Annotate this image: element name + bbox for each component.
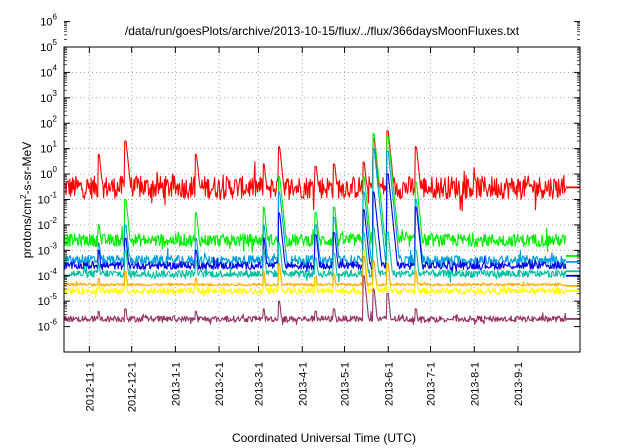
series-line-1: [63, 130, 567, 212]
y-tick-label: 101: [40, 140, 57, 156]
y-tick-label: 10-1: [38, 191, 58, 207]
x-axis-label: Coordinated Universal Time (UTC): [232, 431, 416, 445]
x-tick-label: 2013-4-1: [297, 362, 309, 406]
x-tick-label: 2012-11-1: [84, 362, 96, 411]
axes: [63, 21, 581, 353]
series-line-8: [63, 275, 567, 326]
series-line-2: [63, 132, 567, 254]
y-axis-label-sup: 2: [19, 194, 28, 199]
x-tick-labels: 2012-11-1 2012-12-1 2013-1-1 2013-2-1 2013-3…: [84, 362, 525, 412]
y-axis-label: protons/cm2-s-sr-MeV: [19, 142, 34, 258]
chart-title: /data/run/goesPlots/archive/2013-10-15/f…: [125, 24, 520, 38]
y-tick-labels: 10-6 10-5 10-4 10-3 10-2 10-1 100 101 102 103 104 1…: [38, 13, 58, 334]
x-tick-label: 2013-7-1: [426, 362, 438, 406]
y-tick-label: 10-5: [38, 292, 58, 308]
x-tick-label: 2012-12-1: [127, 362, 139, 412]
y-tick-label: 104: [40, 63, 57, 79]
series-line-3: [63, 148, 566, 272]
y-tick-label: 10-4: [38, 267, 58, 283]
y-tick-label: 103: [40, 89, 57, 105]
series-line-7: [63, 255, 567, 288]
grid: [64, 46, 580, 352]
y-tick-label: 106: [40, 13, 57, 29]
plot-frame: [63, 46, 581, 353]
x-tick-label: 2013-5-1: [340, 362, 352, 406]
x-tick-label: 2013-6-1: [383, 362, 395, 406]
x-tick-label: 2013-9-1: [513, 362, 525, 406]
series-group: [63, 130, 580, 326]
x-tick-label: 2013-8-1: [469, 362, 481, 406]
y-tick-label: 102: [40, 114, 57, 130]
y-tick-label: 100: [40, 165, 57, 181]
x-tick-label: 2013-1-1: [170, 362, 182, 406]
series-line-4: [63, 173, 567, 274]
series-line-5: [63, 226, 567, 283]
y-tick-label: 10-3: [38, 241, 58, 257]
y-tick-label: 10-6: [38, 318, 58, 334]
y-tick-label: 10-2: [38, 216, 58, 232]
x-tick-label: 2013-3-1: [254, 362, 266, 406]
y-axis-label-pre: protons/cm: [20, 199, 34, 258]
x-tick-label: 2013-2-1: [214, 362, 226, 406]
y-axis-label-post: -s-sr-MeV: [20, 142, 34, 195]
y-tick-label: 105: [40, 38, 57, 54]
